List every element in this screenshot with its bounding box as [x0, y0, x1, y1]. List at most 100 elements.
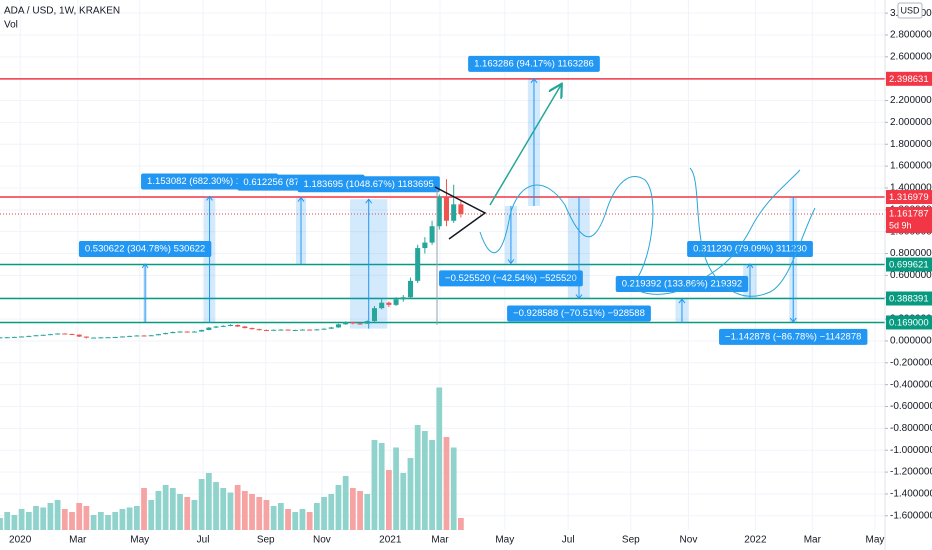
volume-bar — [335, 485, 342, 530]
measure-label: 0.311230 (79.09%) 311230 — [693, 243, 807, 254]
time-axis: 2020 Mar May Jul Sep Nov 2021 Mar May Jul Sep Nov 20… — [9, 535, 884, 546]
x-tick-label: Jul — [562, 535, 575, 546]
volume-bar — [148, 500, 155, 530]
candle-body — [242, 326, 248, 329]
volume-bar — [83, 506, 90, 530]
candle-body — [206, 327, 212, 331]
volume-bar — [241, 491, 248, 530]
candle-body — [379, 302, 385, 309]
candle-body — [400, 297, 406, 300]
countdown-label: 5d 9h — [889, 220, 912, 230]
volume-bar — [47, 503, 54, 530]
candle-body — [429, 226, 435, 243]
candle-body — [299, 329, 305, 331]
volume-bar — [378, 443, 385, 530]
measure-label: −0.928588 (−70.51%) −928588 — [513, 308, 645, 319]
candle-body — [314, 329, 320, 331]
candle-body — [335, 324, 341, 328]
currency-box[interactable] — [897, 2, 923, 19]
measure-arrowhead — [297, 196, 305, 202]
measure-label: −0.525520 (−42.54%) −525520 — [445, 273, 577, 284]
volume-bar — [227, 492, 234, 530]
volume-bar — [133, 506, 140, 530]
candle-body — [451, 204, 457, 221]
volume-bar — [306, 512, 313, 530]
x-tick-label: 2022 — [744, 535, 767, 546]
volume-bar — [25, 512, 32, 530]
volume-bar — [112, 512, 119, 530]
candle-body — [386, 302, 392, 305]
level-label-box — [886, 190, 932, 205]
x-tick-label: Mar — [69, 535, 87, 546]
volume-bar — [18, 509, 25, 530]
volume-bar — [421, 431, 428, 530]
candle-body — [357, 323, 363, 325]
volume-bar — [385, 470, 392, 530]
y-tick-label: 2.200000 — [890, 95, 932, 106]
level-label-box — [886, 315, 932, 330]
y-tick-label: -0.200000 — [890, 357, 932, 368]
volume-bar — [0, 518, 3, 530]
candle-body — [443, 196, 450, 221]
candle-body — [249, 328, 255, 330]
x-tick-label: Nov — [313, 535, 331, 546]
volume-bar — [90, 515, 97, 530]
measure-arrowhead — [678, 298, 686, 304]
volume-bar — [119, 509, 126, 530]
level-label: 2.398631 — [889, 74, 929, 85]
volume-bar — [393, 447, 399, 530]
levels — [0, 78, 885, 324]
candle-body — [407, 280, 413, 298]
candle-body — [119, 336, 125, 338]
measure-arrowhead — [746, 263, 754, 269]
measure-arrowhead — [789, 317, 797, 323]
y-tick-label: -1.200000 — [890, 467, 932, 478]
volume-bar — [54, 500, 61, 530]
candle-body — [177, 331, 183, 333]
candle-body — [235, 324, 241, 327]
measure-label-box — [439, 270, 583, 287]
measures: 0.530622 (304.78%) 530622 1.153082 (682.3… — [78, 55, 868, 345]
candle-body — [141, 335, 147, 337]
level-label-box — [886, 257, 932, 272]
freehand-curve — [689, 167, 816, 297]
x-tick-label: Sep — [622, 535, 640, 546]
candle-body — [371, 308, 377, 322]
candle-body — [170, 331, 176, 334]
y-tick-label: -1.000000 — [890, 445, 932, 456]
volume-bar — [429, 440, 435, 530]
candle-body — [184, 331, 190, 333]
volume-bar — [256, 497, 263, 530]
candle-body — [148, 335, 154, 337]
candle-body — [47, 334, 53, 336]
y-tick-label: -0.800000 — [890, 423, 932, 434]
candle-body — [127, 335, 133, 337]
x-tick-label: Mar — [804, 535, 822, 546]
candle-body — [350, 322, 356, 324]
volume-bar — [76, 503, 83, 530]
volume-bar — [371, 440, 378, 530]
currency[interactable]: USD — [900, 5, 920, 15]
y-tick-label: 1.600000 — [890, 161, 932, 172]
y-tick-label: -0.400000 — [890, 379, 932, 390]
volume-bar — [414, 425, 421, 530]
candle-body — [33, 335, 39, 337]
volume-bar — [198, 479, 205, 530]
drawings — [434, 85, 816, 325]
measure-label: 1.183695 (1048.67%) 1183695 — [304, 179, 434, 190]
measure-label-box — [615, 276, 749, 293]
y-tick-label: 1.400000 — [890, 183, 932, 194]
volume-bar — [105, 515, 111, 530]
volume-bar — [162, 485, 169, 530]
level-label: 0.388391 — [889, 294, 929, 305]
candle-body — [458, 204, 464, 214]
candle-body — [55, 333, 61, 335]
candle-body — [321, 328, 327, 330]
candle-body — [62, 333, 68, 335]
volume-bar — [191, 500, 198, 530]
measure-label: 0.219392 (133.86%) 219392 — [622, 279, 742, 290]
candle-body — [422, 242, 428, 249]
volume-label: Vol — [4, 20, 18, 31]
candle-body — [105, 337, 111, 339]
